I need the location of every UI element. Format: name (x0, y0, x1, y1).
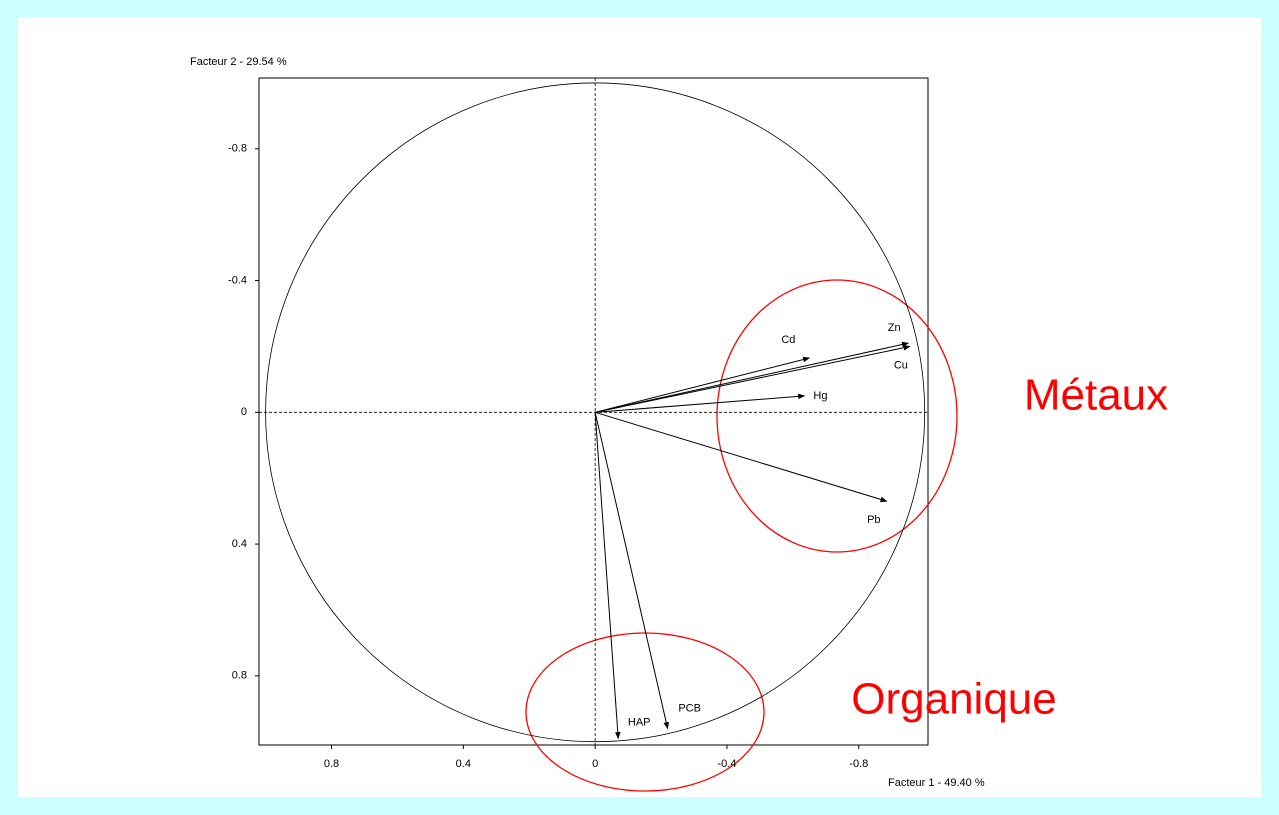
vector-arrow (595, 393, 806, 413)
y-tick-label: 0.8 (232, 670, 247, 682)
vector-arrow (595, 411, 888, 503)
x-tick-label: 0.4 (456, 758, 471, 770)
vector-label: Pb (867, 514, 880, 526)
vector-arrow (594, 412, 621, 740)
y-axis-title: Facteur 2 - 29.54 % (190, 56, 287, 68)
panel (18, 18, 1261, 797)
x-tick-label: -0.4 (717, 758, 736, 770)
vector-label: Hg (813, 390, 827, 402)
plot-frame (258, 77, 929, 746)
x-axis-title: Facteur 1 - 49.40 % (888, 777, 985, 789)
vector-label: HAP (628, 716, 651, 728)
y-tick-label: -0.8 (228, 143, 247, 155)
vector-arrow (594, 412, 669, 730)
vector-label: Cu (894, 359, 908, 371)
x-tick-label: 0.8 (324, 758, 339, 770)
y-tick-label: 0.4 (232, 538, 247, 550)
y-tick-label: -0.4 (228, 274, 247, 286)
vector-arrow (595, 356, 811, 413)
group-ellipse (716, 279, 958, 553)
vector-arrow (595, 341, 909, 413)
group-ellipse (525, 632, 765, 792)
vector-label: Cd (781, 334, 795, 346)
vector-arrow (595, 344, 911, 413)
x-tick-label: -0.8 (849, 758, 868, 770)
vector-label: PCB (678, 702, 701, 714)
group-label: Métaux (1024, 371, 1168, 420)
x-tick-label: 0 (592, 758, 598, 770)
group-label: Organique (851, 675, 1056, 724)
vector-label: Zn (888, 322, 901, 334)
y-tick-label: 0 (241, 406, 247, 418)
